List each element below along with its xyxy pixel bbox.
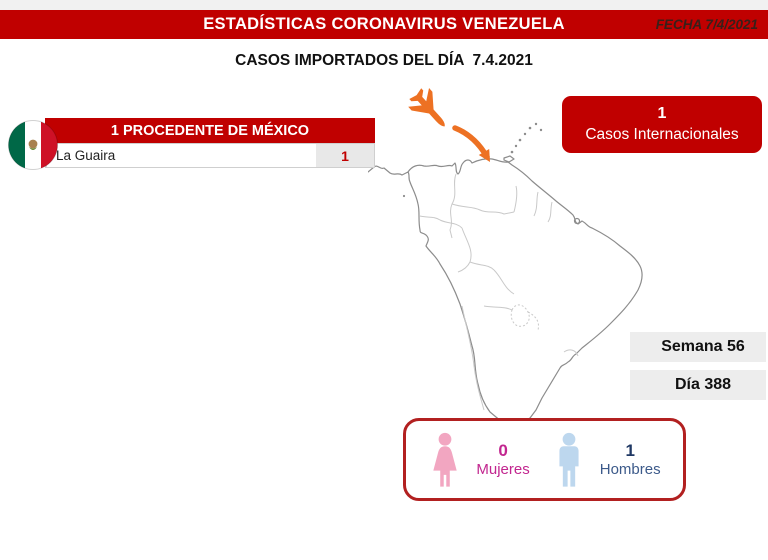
origin-place-cell: La Guaira (46, 144, 316, 167)
male-icon (559, 432, 579, 487)
day-counter: Día 388 (630, 370, 766, 400)
airplane-arrow-icon (408, 87, 490, 162)
international-cases-box: 1 Casos Internacionales (562, 96, 762, 153)
female-label: Mujeres (476, 460, 530, 478)
subtitle: CASOS IMPORTADOS DEL DÍA 7.4.2021 (235, 52, 533, 69)
top-margin-strip (0, 0, 768, 10)
table-row: La Guaira 1 (45, 143, 375, 168)
international-count: 1 (657, 105, 667, 123)
origin-count-cell: 1 (316, 144, 374, 167)
female-icon (433, 432, 458, 487)
date-label: FECHA 7/4/2021 (655, 17, 758, 32)
female-group: 0 Mujeres (428, 432, 530, 488)
origin-title: 1 PROCEDENTE DE MÉXICO (110, 122, 310, 139)
gender-panel: 0 Mujeres 1 Hombres (403, 418, 686, 501)
origin-header: 1 PROCEDENTE DE MÉXICO (45, 118, 375, 143)
female-count: 0 (498, 440, 508, 460)
marajo-island (573, 217, 581, 225)
country-borders (419, 173, 579, 411)
page-title: ESTADÍSTICAS CORONAVIRUS VENEZUELA (203, 15, 565, 33)
title-banner: ESTADÍSTICAS CORONAVIRUS VENEZUELA FECHA… (0, 10, 768, 39)
male-count: 1 (625, 440, 635, 460)
week-counter: Semana 56 (630, 332, 766, 362)
mexico-flag-icon (8, 120, 58, 170)
south-america-outline-map (368, 122, 643, 425)
south-america-coastline (368, 158, 643, 425)
male-label: Hombres (599, 460, 661, 478)
trinidad-island (503, 155, 515, 163)
male-group: 1 Hombres (552, 432, 661, 488)
international-label: Casos Internacionales (585, 125, 739, 143)
